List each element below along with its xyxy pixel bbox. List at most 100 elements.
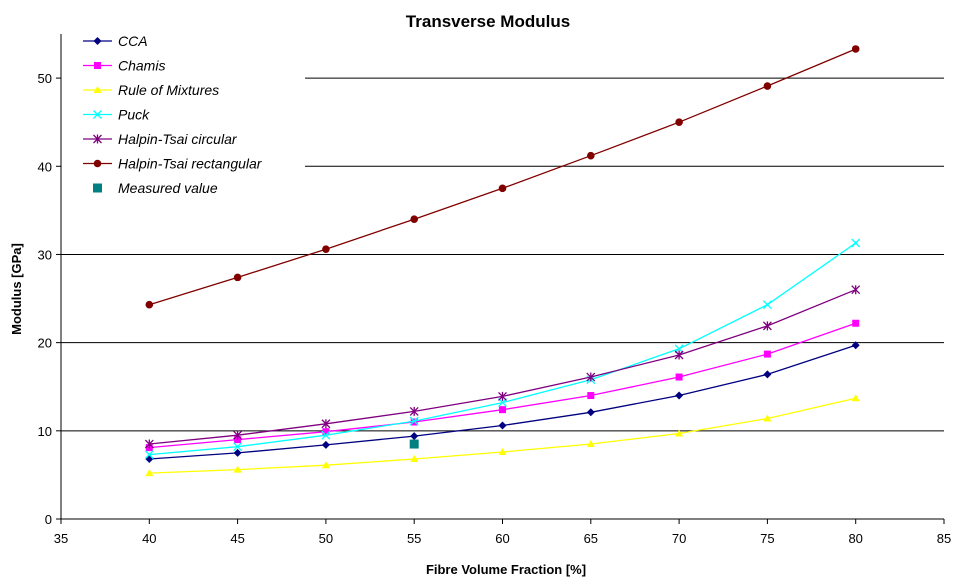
marker-triangle [851,394,860,402]
legend-label: Measured value [118,180,218,196]
data-point [675,391,684,400]
marker-asterisk [586,372,596,382]
marker-diamond [93,37,102,45]
marker-asterisk [233,430,243,440]
marker-triangle [145,469,154,477]
data-point [763,370,772,379]
data-point [409,416,419,426]
data-point [674,350,684,360]
data-point [851,238,861,248]
marker-square [322,428,330,436]
data-point [409,439,419,449]
x-tick-label: 35 [54,531,68,546]
marker-circle [498,184,507,193]
legend-marker [93,37,102,45]
marker-circle [322,245,330,253]
data-point [144,439,154,449]
series-1 [145,319,860,452]
marker-triangle [675,429,684,437]
data-point [322,428,330,436]
data-point [675,118,683,126]
marker-circle [763,82,772,90]
data-point [586,372,596,382]
data-point [586,408,595,417]
marker-x [233,442,243,452]
y-tick-label: 40 [38,159,52,174]
data-point [410,432,419,441]
legend-item: Chamis [83,58,165,74]
legend-label: Halpin-Tsai rectangular [118,156,263,172]
legend: CCA Chamis Rule of Mixtures Puck Halpin-Tsai… [83,33,263,196]
marker-diamond [763,370,772,379]
x-tick-label: 70 [672,531,686,546]
marker-x [851,238,861,248]
marker-asterisk [762,321,772,331]
marker-diamond [410,432,419,441]
legend-item: Halpin-Tsai circular [83,131,238,147]
data-point [410,455,419,463]
data-point [763,350,771,358]
marker-asterisk [321,419,331,429]
legend-marker [93,159,102,168]
marker-square [409,439,419,449]
data-point [410,215,419,223]
data-point [498,447,507,455]
series-5 [145,45,860,309]
legend-marker [93,134,102,144]
axes: 0 10 20 30 40 50 35 40 45 50 55 60 65 70 75 80 85 [38,34,951,546]
data-point [145,300,154,309]
legend-item: Puck [83,107,150,123]
legend-label: Halpin-Tsai circular [118,131,238,147]
marker-x [762,300,772,310]
x-tick-label: 40 [142,531,156,546]
marker-triangle [498,447,507,455]
y-axis-label: Modulus [GPa] [9,243,24,335]
x-tick-label: 50 [319,531,333,546]
marker-x [321,430,331,440]
legend-marker [93,110,102,119]
marker-asterisk [498,391,507,401]
marker-triangle [321,461,330,469]
y-tick-label: 20 [38,336,52,351]
data-point [586,440,595,448]
data-point [321,419,331,429]
marker-x [144,450,154,460]
legend-item: Halpin-Tsai rectangular [83,156,263,172]
marker-x [93,110,102,119]
data-point [851,394,860,402]
marker-asterisk [144,439,154,449]
data-point [852,319,860,327]
data-point [498,391,507,401]
gridlines [61,77,944,432]
data-point [409,406,419,416]
marker-circle [233,273,242,282]
data-point [675,373,683,381]
data-point [587,151,595,160]
data-point [498,421,507,430]
data-point [145,455,154,464]
marker-x [409,416,419,426]
series-0 [145,341,860,464]
legend-item: Rule of Mixtures [83,82,219,98]
data-point [762,300,772,310]
chart-title: Transverse Modulus [406,12,570,31]
data-point [321,430,331,440]
x-tick-label: 45 [230,531,244,546]
x-tick-label: 75 [760,531,774,546]
marker-diamond [498,421,507,430]
marker-triangle [233,465,242,473]
data-point [233,448,242,457]
data-point [851,285,861,295]
marker-square [852,319,860,327]
x-tick-label: 80 [848,531,862,546]
data-point [675,429,684,437]
marker-square [675,373,683,381]
legend-marker [93,86,102,93]
y-tick-label: 10 [38,424,52,439]
data-point [851,45,860,53]
series-2 [145,394,860,477]
legend-label: Chamis [118,58,165,74]
legend-label: CCA [118,33,148,49]
series-4 [144,285,861,449]
